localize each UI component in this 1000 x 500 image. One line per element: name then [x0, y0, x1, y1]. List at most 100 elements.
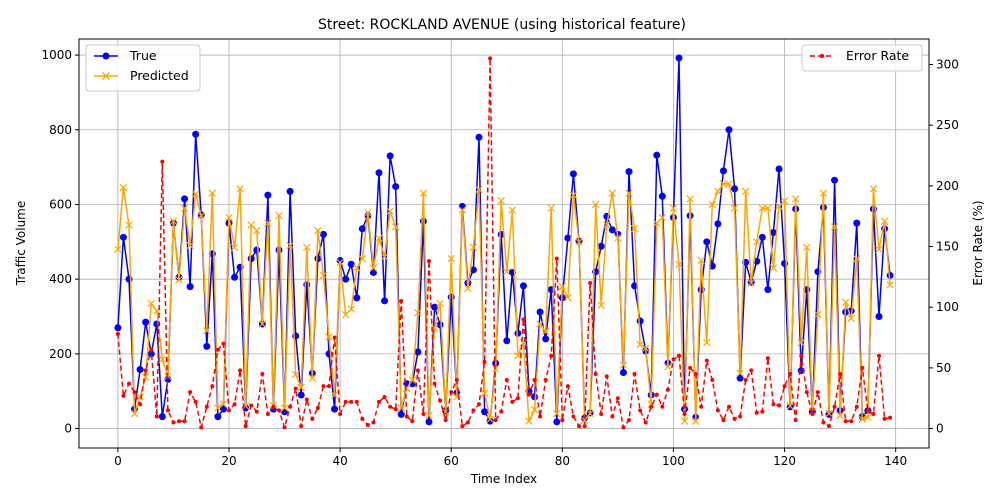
data-point-error-rate	[593, 371, 598, 376]
data-point-true	[481, 408, 489, 416]
data-point-error-rate	[610, 414, 615, 419]
data-point-true	[319, 230, 327, 238]
data-point-true	[303, 281, 311, 289]
data-point-error-rate	[238, 368, 243, 373]
legend-left: True Predicted	[85, 44, 201, 92]
data-point-error-rate	[877, 353, 881, 358]
data-point-error-rate	[215, 347, 220, 352]
data-point-predicted	[275, 211, 283, 220]
data-point-error-rate	[782, 384, 787, 389]
y-tick-label: 200	[49, 347, 72, 361]
legend-right-box	[801, 44, 923, 72]
data-point-error-rate	[549, 353, 554, 358]
data-point-error-rate	[860, 365, 865, 370]
data-point-true	[286, 187, 294, 195]
data-point-error-rate	[271, 404, 276, 409]
data-point-true	[186, 283, 194, 291]
data-point-predicted	[580, 416, 589, 425]
data-point-predicted	[708, 200, 717, 209]
data-point-predicted	[625, 189, 633, 197]
data-point-predicted	[186, 241, 194, 250]
data-point-true	[231, 273, 239, 281]
data-point-error-rate	[577, 424, 581, 429]
data-point-predicted	[247, 221, 255, 229]
data-point-error-rate	[721, 418, 726, 423]
data-point-error-rate	[160, 159, 165, 164]
data-point-error-rate	[154, 414, 159, 419]
data-point-error-rate	[838, 371, 843, 376]
data-point-predicted	[747, 279, 755, 287]
data-point-true	[725, 126, 733, 134]
data-point-error-rate	[854, 404, 859, 409]
data-point-predicted	[191, 190, 200, 198]
data-point-true	[342, 275, 350, 283]
data-point-predicted	[814, 310, 822, 319]
data-point-predicted	[425, 411, 433, 420]
data-point-true	[519, 282, 527, 290]
data-point-error-rate	[677, 353, 681, 358]
data-point-true	[275, 246, 283, 254]
data-point-predicted	[514, 352, 522, 360]
data-point-predicted	[397, 404, 405, 412]
data-point-true	[431, 303, 439, 311]
data-point-error-rate	[821, 420, 826, 425]
data-point-predicted	[319, 271, 328, 280]
data-point-predicted	[391, 223, 400, 231]
legend-predicted-label: Predicted	[130, 68, 189, 83]
data-point-predicted	[369, 264, 378, 272]
data-point-error-rate	[810, 412, 815, 417]
data-point-true	[381, 297, 389, 305]
data-point-error-rate	[221, 341, 226, 346]
data-point-error-rate	[388, 404, 393, 409]
data-point-true	[608, 226, 616, 234]
axes-layer: 0 20 40 60 80 100 120 140 0 200 400 600 800 1000 0 50 10…	[41, 48, 958, 468]
x-tick-label: 80	[555, 454, 570, 468]
data-point-predicted	[447, 254, 455, 263]
data-point-predicted	[141, 373, 150, 381]
data-point-predicted	[325, 333, 333, 341]
data-point-error-rate	[343, 399, 348, 404]
data-point-predicted	[253, 226, 261, 235]
data-point-predicted	[836, 411, 844, 420]
y2-tick-label: 250	[936, 118, 959, 132]
data-point-predicted	[758, 204, 767, 212]
data-point-predicted	[847, 314, 855, 323]
data-point-predicted	[219, 400, 228, 409]
data-point-true	[514, 329, 522, 337]
data-point-true	[764, 286, 772, 294]
data-point-predicted	[730, 204, 739, 212]
data-point-predicted	[308, 374, 317, 382]
data-point-predicted	[158, 355, 167, 364]
series-layer	[114, 54, 894, 430]
data-point-error-rate	[649, 404, 654, 409]
data-point-true	[619, 369, 627, 377]
data-point-error-rate	[843, 419, 848, 424]
data-point-true	[542, 335, 550, 343]
data-point-predicted	[147, 299, 155, 308]
chart-title: Street: ROCKLAND AVENUE (using historica…	[318, 17, 686, 33]
data-point-error-rate	[199, 425, 204, 430]
y2-tick-label: 100	[936, 300, 959, 314]
data-point-predicted	[341, 310, 350, 319]
data-point-error-rate	[149, 347, 154, 352]
data-point-error-rate	[193, 399, 198, 404]
data-point-error-rate	[588, 280, 593, 285]
data-point-error-rate	[438, 398, 443, 403]
data-point-predicted	[769, 264, 778, 272]
legend-true-label: True	[129, 48, 157, 63]
y-tick-label: 600	[49, 197, 72, 211]
x-tick-label: 140	[884, 454, 907, 468]
data-point-error-rate	[682, 412, 687, 417]
data-point-predicted	[180, 204, 189, 212]
data-point-predicted	[741, 187, 750, 196]
data-point-error-rate	[143, 368, 148, 373]
data-point-predicted	[419, 189, 428, 197]
data-point-error-rate	[765, 356, 770, 361]
data-point-predicted	[753, 238, 761, 246]
data-point-predicted	[380, 253, 389, 261]
data-point-error-rate	[543, 378, 548, 383]
data-point-error-rate	[793, 418, 798, 423]
data-point-predicted	[736, 369, 744, 378]
data-point-predicted	[408, 376, 417, 384]
series-line-error-rate	[117, 57, 891, 429]
